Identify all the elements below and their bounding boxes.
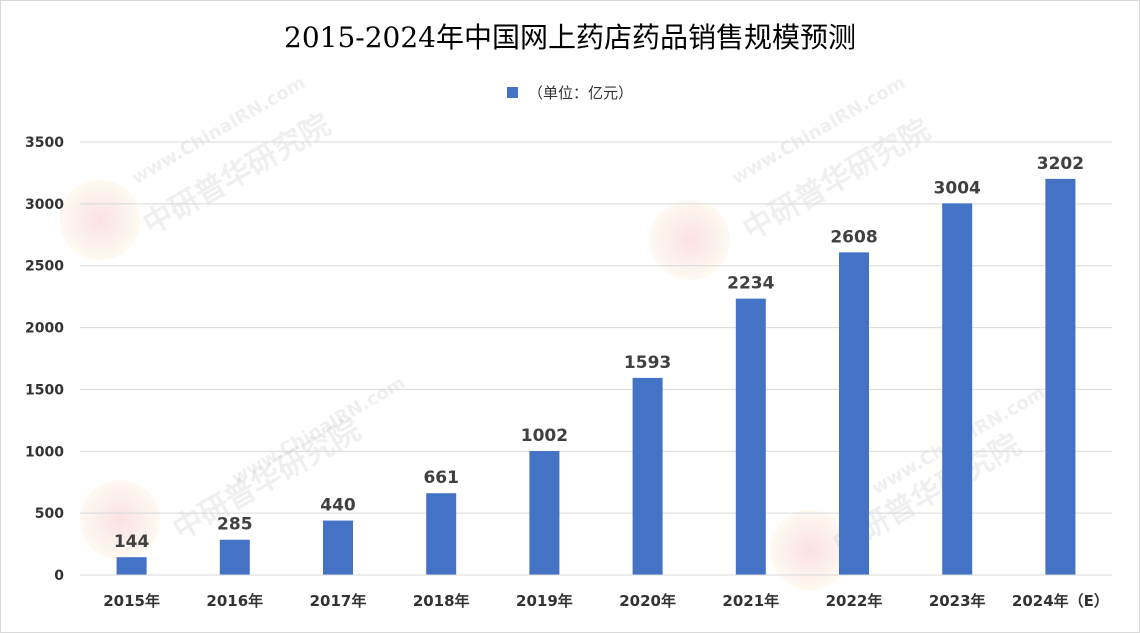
legend-swatch [506, 87, 518, 98]
y-tick-label: 2000 [25, 321, 64, 337]
x-tick-label: 2024年（E） [1012, 592, 1109, 610]
y-tick-label: 500 [35, 506, 64, 522]
data-label: 440 [320, 496, 356, 516]
bar [529, 451, 560, 575]
bar [219, 539, 250, 575]
y-tick-label: 3000 [25, 197, 64, 213]
x-tick-label: 2020年 [619, 592, 676, 610]
y-tick-label: 0 [54, 568, 64, 584]
x-tick-label: 2017年 [310, 592, 367, 610]
bar [1045, 178, 1076, 575]
data-label: 285 [217, 515, 253, 535]
y-tick-label: 1500 [25, 382, 64, 398]
bar [735, 298, 766, 575]
x-tick-label: 2023年 [929, 592, 986, 610]
bar [323, 520, 353, 575]
chart-title: 2015-2024年中国网上药店药品销售规模预测 [284, 21, 856, 54]
y-tick-label: 1000 [25, 444, 64, 460]
data-label: 1002 [521, 426, 568, 446]
bar [426, 493, 457, 575]
x-tick-label: 2021年 [722, 592, 779, 610]
bar [632, 377, 663, 575]
bar [116, 557, 147, 575]
x-tick-label: 2018年 [413, 592, 470, 610]
data-label: 2234 [727, 274, 774, 294]
x-tick-label: 2016年 [206, 592, 263, 610]
y-tick-label: 3500 [25, 135, 64, 151]
legend-label: （单位：亿元） [527, 84, 633, 102]
data-label: 661 [423, 468, 459, 488]
chart-legend: （单位：亿元） [0, 82, 1140, 103]
data-label: 144 [114, 532, 150, 552]
data-label: 3004 [934, 178, 981, 198]
data-label: 2608 [830, 227, 877, 247]
y-tick-label: 2500 [25, 259, 64, 275]
data-label: 3202 [1037, 154, 1084, 174]
x-tick-label: 2022年 [826, 592, 883, 610]
bar [839, 252, 869, 575]
x-tick-label: 2015年 [103, 592, 160, 610]
data-label: 1593 [624, 353, 671, 373]
x-tick-label: 2019年 [516, 592, 573, 610]
bar [942, 203, 973, 575]
